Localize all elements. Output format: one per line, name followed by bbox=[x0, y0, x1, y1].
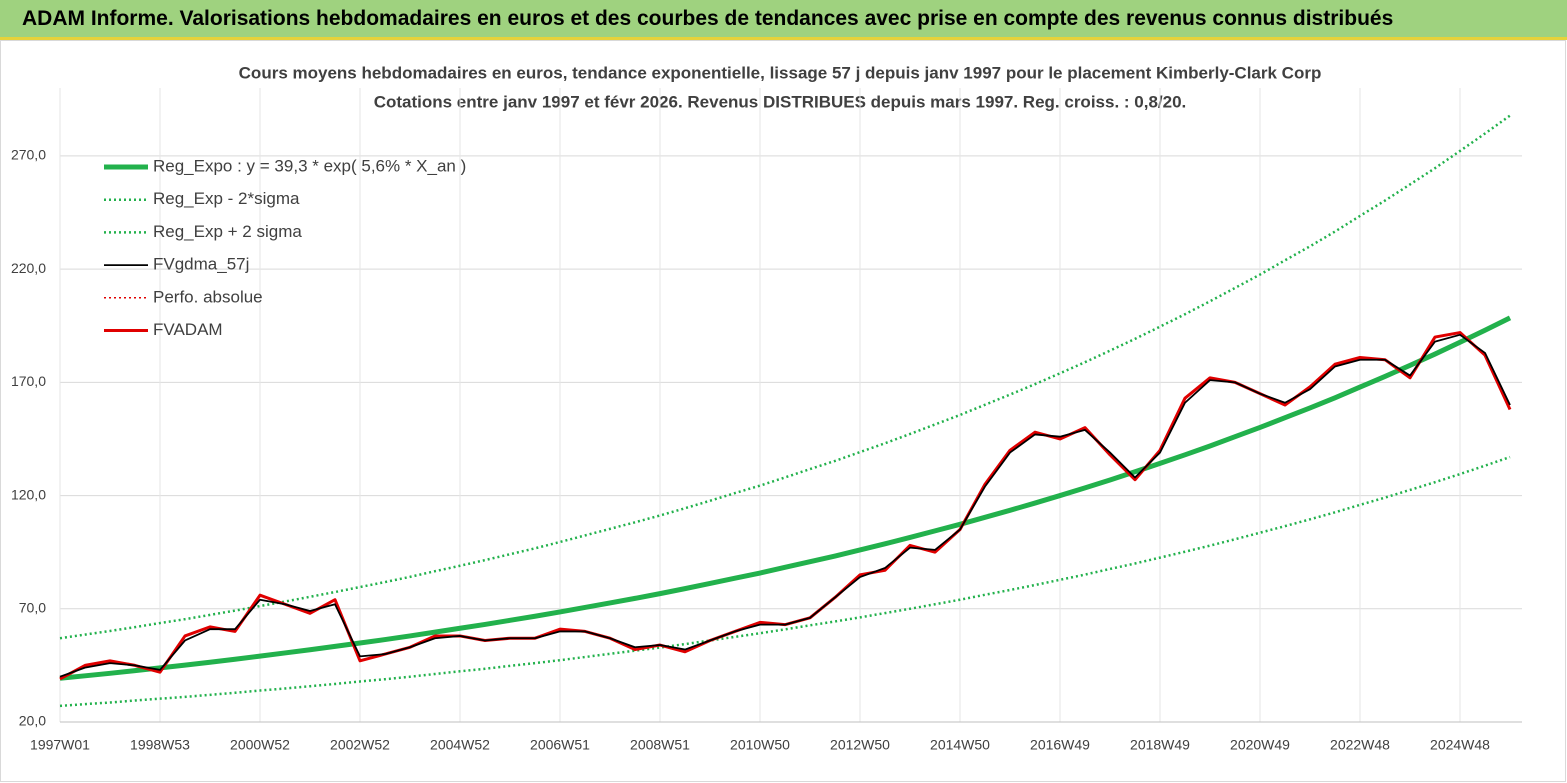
header: ADAM Informe. Valorisations hebdomadaire… bbox=[0, 0, 1567, 40]
chart-subtitle: Cotations entre janv 1997 et févr 2026. … bbox=[374, 92, 1187, 111]
series-line bbox=[59, 331, 1511, 680]
x-tick-label: 2024W48 bbox=[1430, 737, 1490, 753]
legend-label: Perfo. absolue bbox=[153, 287, 263, 306]
series-line bbox=[59, 455, 1511, 708]
x-tick-label: 2012W50 bbox=[830, 737, 890, 753]
x-tick-label: 2018W49 bbox=[1130, 737, 1190, 753]
series-line bbox=[59, 315, 1512, 681]
legend-label: Reg_Exp + 2 sigma bbox=[153, 222, 302, 241]
x-tick-label: 2014W50 bbox=[930, 737, 990, 753]
x-tick-label: 2010W50 bbox=[730, 737, 790, 753]
x-tick-label: 2004W52 bbox=[430, 737, 490, 753]
legend-label: Reg_Expo : y = 39,3 * exp( 5,6% * X_an ) bbox=[153, 156, 466, 175]
header-title: ADAM Informe. Valorisations hebdomadaire… bbox=[22, 7, 1394, 30]
y-tick-label: 170,0 bbox=[11, 373, 46, 389]
chart-title: Cours moyens hebdomadaires en euros, ten… bbox=[239, 63, 1322, 82]
series-line bbox=[59, 114, 1511, 640]
y-tick-label: 20,0 bbox=[19, 713, 46, 729]
x-tick-label: 2002W52 bbox=[330, 737, 390, 753]
x-tick-label: 1998W53 bbox=[130, 737, 190, 753]
chart-frame bbox=[0, 40, 1566, 782]
y-tick-label: 70,0 bbox=[19, 599, 46, 615]
legend-label: FVgdma_57j bbox=[153, 255, 249, 274]
series-line bbox=[59, 333, 1511, 678]
x-tick-label: 2006W51 bbox=[530, 737, 590, 753]
chart: Cours moyens hebdomadaires en euros, ten… bbox=[0, 40, 1566, 782]
series-line bbox=[59, 331, 1512, 681]
x-tick-label: 2008W51 bbox=[630, 737, 690, 753]
legend-label: Reg_Exp - 2*sigma bbox=[153, 189, 300, 208]
x-tick-label: 1997W01 bbox=[30, 737, 90, 753]
x-tick-label: 2020W49 bbox=[1230, 737, 1290, 753]
y-tick-label: 220,0 bbox=[11, 260, 46, 276]
y-tick-label: 270,0 bbox=[11, 147, 46, 163]
x-tick-label: 2000W52 bbox=[230, 737, 290, 753]
x-tick-label: 2022W48 bbox=[1330, 737, 1390, 753]
legend-label: FVADAM bbox=[153, 320, 223, 339]
y-tick-label: 120,0 bbox=[11, 486, 46, 502]
x-tick-label: 2016W49 bbox=[1030, 737, 1090, 753]
